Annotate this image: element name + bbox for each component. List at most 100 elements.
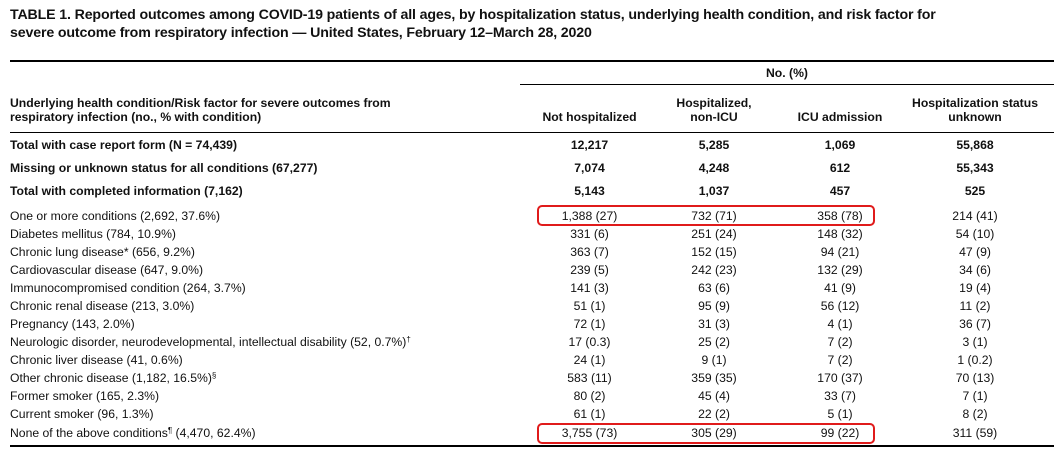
- highlight-box-one-or-more-conditions: [537, 205, 875, 226]
- cell-hospitalized-non-icu: 63 (6): [698, 281, 730, 295]
- cell-status-unknown: 34 (6): [959, 263, 991, 277]
- cell-not-hospitalized: 1,388 (27): [561, 209, 618, 223]
- cell-status-unknown: 8 (2): [962, 407, 988, 421]
- cell-status-unknown: 525: [964, 184, 986, 198]
- cell-not-hospitalized: 5,143: [574, 184, 605, 198]
- cell-hospitalized-non-icu: 95 (9): [698, 299, 730, 313]
- cell-hospitalized-non-icu: 732 (71): [691, 209, 737, 223]
- column-header-status-unknown: Hospitalization status unknown: [895, 96, 1055, 124]
- footnote-marker: †: [406, 335, 411, 344]
- row-label: Total with completed information (7,162): [10, 184, 243, 198]
- cell-status-unknown: 55,343: [956, 161, 994, 175]
- row-label: Other chronic disease (1,182, 16.5%)§: [10, 370, 216, 386]
- row-label: Former smoker (165, 2.3%): [10, 389, 159, 403]
- footnote-marker: §: [211, 371, 217, 380]
- cell-not-hospitalized: 12,217: [570, 138, 609, 152]
- cell-not-hospitalized: 72 (1): [573, 317, 606, 331]
- cell-not-hospitalized: 17 (0.3): [568, 335, 611, 349]
- cell-icu-admission: 7 (2): [827, 353, 853, 367]
- cell-status-unknown: 47 (9): [959, 245, 991, 259]
- cell-not-hospitalized: 51 (1): [573, 299, 606, 313]
- column-header-line-2: unknown: [948, 110, 1002, 124]
- cell-hospitalized-non-icu: 152 (15): [691, 245, 737, 259]
- table-title: TABLE 1. Reported outcomes among COVID-1…: [10, 6, 1055, 42]
- table-title-line-2: severe outcome from respiratory infectio…: [10, 25, 592, 41]
- column-header-icu-admission: ICU admission: [785, 96, 895, 124]
- column-header-not-hospitalized: Not hospitalized: [527, 96, 652, 124]
- cell-status-unknown: 7 (1): [962, 389, 988, 403]
- row-label: Pregnancy (143, 2.0%): [10, 317, 135, 331]
- cell-status-unknown: 3 (1): [962, 335, 988, 349]
- cell-hospitalized-non-icu: 45 (4): [698, 389, 730, 403]
- cell-status-unknown: 1 (0.2): [957, 353, 993, 367]
- bottom-rule: [10, 445, 1054, 447]
- cell-status-unknown: 70 (13): [955, 371, 995, 385]
- cell-icu-admission: 7 (2): [827, 335, 853, 349]
- cell-not-hospitalized: 80 (2): [573, 389, 606, 403]
- cell-icu-admission: 4 (1): [827, 317, 853, 331]
- cell-hospitalized-non-icu: 242 (23): [691, 263, 737, 277]
- cell-status-unknown: 36 (7): [959, 317, 991, 331]
- cell-icu-admission: 358 (78): [817, 209, 863, 223]
- row-header-line-2: respiratory infection (no., % with condi…: [10, 110, 262, 124]
- row-label-text: Neurologic disorder, neurodevelopmental,…: [10, 335, 407, 349]
- cell-hospitalized-non-icu: 22 (2): [698, 407, 730, 421]
- column-header-line-2: ICU admission: [797, 110, 883, 124]
- cell-icu-admission: 170 (37): [817, 371, 863, 385]
- header-bottom-rule: [10, 132, 1054, 133]
- cell-not-hospitalized: 363 (7): [570, 245, 609, 259]
- cell-icu-admission: 612: [829, 161, 851, 175]
- cell-icu-admission: 457: [829, 184, 851, 198]
- row-label: Neurologic disorder, neurodevelopmental,…: [10, 334, 411, 350]
- cell-status-unknown: 54 (10): [955, 227, 995, 241]
- row-label: Missing or unknown status for all condit…: [10, 161, 318, 175]
- row-label: Diabetes mellitus (784, 10.9%): [10, 227, 176, 241]
- cell-not-hospitalized: 583 (11): [567, 371, 612, 385]
- cell-status-unknown: 55,868: [956, 138, 994, 152]
- cell-icu-admission: 56 (12): [820, 299, 860, 313]
- row-label: Chronic lung disease* (656, 9.2%): [10, 245, 195, 259]
- row-label: One or more conditions (2,692, 37.6%): [10, 209, 221, 223]
- table-title-line-1: TABLE 1. Reported outcomes among COVID-1…: [10, 7, 936, 23]
- cell-hospitalized-non-icu: 5,285: [698, 138, 730, 152]
- row-label-text: Other chronic disease (1,182, 16.5%): [10, 371, 212, 385]
- cell-icu-admission: 148 (32): [817, 227, 863, 241]
- cell-status-unknown: 214 (41): [952, 209, 998, 223]
- spanner-rule: [520, 84, 1054, 85]
- cell-not-hospitalized: 3,755 (73): [561, 426, 618, 440]
- row-label: Cardiovascular disease (647, 9.0%): [10, 263, 204, 277]
- row-label: Current smoker (96, 1.3%): [10, 407, 154, 421]
- column-header-line-1: [527, 96, 652, 110]
- top-rule: [10, 60, 1054, 62]
- cell-icu-admission: 132 (29): [817, 263, 863, 277]
- column-header-line-1: [785, 96, 895, 110]
- cell-not-hospitalized: 7,074: [574, 161, 605, 175]
- cell-hospitalized-non-icu: 31 (3): [698, 317, 730, 331]
- column-header-line-1: Hospitalization status: [912, 96, 1038, 110]
- cell-status-unknown: 19 (4): [959, 281, 991, 295]
- cell-icu-admission: 94 (21): [820, 245, 860, 259]
- cell-status-unknown: 311 (59): [952, 426, 998, 440]
- row-header: Underlying health condition/Risk factor …: [10, 96, 391, 124]
- row-label-count: (4,470, 62.4%): [172, 426, 256, 440]
- column-header-line-2: Not hospitalized: [542, 110, 637, 124]
- cell-hospitalized-non-icu: 9 (1): [701, 353, 727, 367]
- row-header-line-1: Underlying health condition/Risk factor …: [10, 96, 391, 110]
- cell-hospitalized-non-icu: 25 (2): [698, 335, 730, 349]
- cell-not-hospitalized: 141 (3): [570, 281, 609, 295]
- cell-hospitalized-non-icu: 305 (29): [691, 426, 737, 440]
- column-header-line-2: non-ICU: [690, 110, 738, 124]
- spanner-header: No. (%): [766, 66, 808, 80]
- cell-hospitalized-non-icu: 1,037: [698, 184, 730, 198]
- cell-hospitalized-non-icu: 251 (24): [691, 227, 737, 241]
- row-label: Total with case report form (N = 74,439): [10, 138, 237, 152]
- row-label: Immunocompromised condition (264, 3.7%): [10, 281, 246, 295]
- footnote-marker: ¶: [167, 426, 173, 435]
- cell-not-hospitalized: 61 (1): [573, 407, 606, 421]
- cell-icu-admission: 1,069: [824, 138, 856, 152]
- cell-status-unknown: 11 (2): [959, 299, 991, 313]
- row-label: Chronic liver disease (41, 0.6%): [10, 353, 183, 367]
- row-label: Chronic renal disease (213, 3.0%): [10, 299, 195, 313]
- column-header-hospitalized-non-icu: Hospitalized, non-ICU: [660, 96, 768, 124]
- cell-hospitalized-non-icu: 359 (35): [691, 371, 737, 385]
